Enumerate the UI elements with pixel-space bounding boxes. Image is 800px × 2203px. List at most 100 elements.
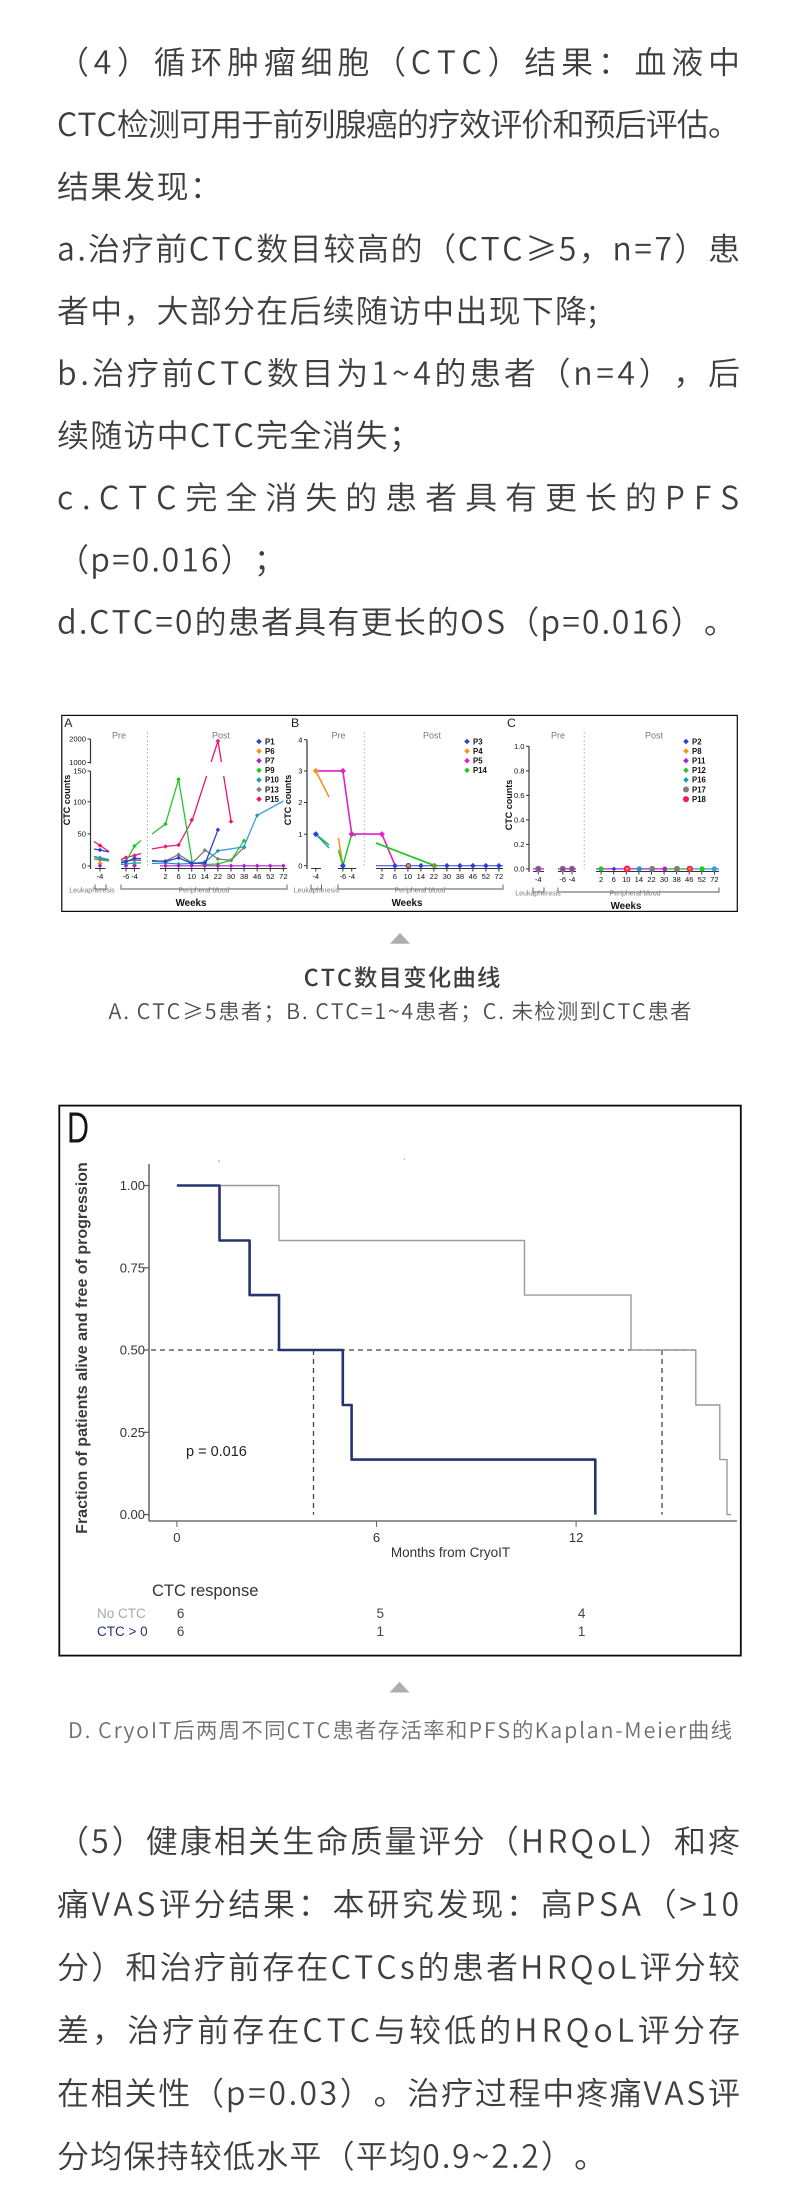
- svg-text:0.8: 0.8: [514, 767, 525, 776]
- svg-text:6: 6: [373, 1530, 380, 1545]
- svg-text:150: 150: [73, 767, 86, 776]
- svg-text:Leukapheresis: Leukapheresis: [294, 888, 340, 895]
- svg-text:P10: P10: [265, 776, 280, 785]
- svg-text:1000: 1000: [69, 758, 86, 767]
- svg-text:52: 52: [698, 875, 706, 884]
- svg-text:6: 6: [393, 872, 397, 881]
- svg-text:-4: -4: [131, 872, 138, 881]
- svg-text:6: 6: [177, 1606, 185, 1621]
- svg-text:P7: P7: [265, 757, 275, 766]
- svg-text:Peripheral blood: Peripheral blood: [395, 888, 446, 895]
- svg-text:0.25: 0.25: [120, 1425, 145, 1440]
- svg-text:3: 3: [298, 767, 302, 776]
- svg-text:38: 38: [240, 872, 248, 881]
- svg-text:38: 38: [672, 875, 680, 884]
- svg-text:P11: P11: [692, 757, 706, 766]
- svg-text:-4: -4: [312, 872, 319, 881]
- svg-text:P5: P5: [473, 757, 483, 766]
- svg-text:4: 4: [298, 735, 302, 744]
- svg-text:2: 2: [599, 875, 603, 884]
- svg-text:5: 5: [377, 1606, 385, 1621]
- svg-text:0: 0: [298, 861, 302, 870]
- svg-text:72: 72: [710, 875, 718, 884]
- svg-text:No CTC: No CTC: [97, 1606, 146, 1621]
- svg-text:CTC counts: CTC counts: [504, 780, 514, 831]
- svg-text:Fraction of patients alive and: Fraction of patients alive and free of p…: [74, 1162, 91, 1534]
- svg-text:52: 52: [266, 872, 274, 881]
- svg-text:Months from CryoIT: Months from CryoIT: [391, 1545, 510, 1560]
- svg-text:0.0: 0.0: [514, 865, 525, 874]
- svg-text:22: 22: [214, 872, 222, 881]
- svg-text:22: 22: [647, 875, 655, 884]
- svg-text:Post: Post: [212, 731, 231, 741]
- svg-text:6: 6: [176, 872, 180, 881]
- svg-text:P4: P4: [473, 747, 483, 756]
- svg-text:-6: -6: [340, 872, 347, 881]
- svg-text:P3: P3: [473, 737, 483, 746]
- svg-text:Pre: Pre: [331, 731, 345, 741]
- svg-text:P12: P12: [692, 766, 707, 775]
- svg-text:D: D: [67, 1103, 89, 1152]
- svg-text:P9: P9: [265, 766, 275, 775]
- svg-text:1.0: 1.0: [514, 742, 525, 751]
- svg-text:14: 14: [417, 872, 425, 881]
- svg-text:46: 46: [253, 872, 261, 881]
- svg-text:0.50: 0.50: [120, 1343, 145, 1358]
- svg-text:0: 0: [82, 862, 86, 871]
- svg-text:1: 1: [578, 1624, 586, 1639]
- svg-text:-4: -4: [97, 872, 104, 881]
- svg-text:14: 14: [201, 872, 209, 881]
- svg-text:-4: -4: [348, 872, 355, 881]
- svg-text:P15: P15: [265, 795, 280, 804]
- svg-text:CTC > 0: CTC > 0: [97, 1624, 148, 1639]
- svg-text:Weeks: Weeks: [611, 901, 642, 912]
- svg-text:A: A: [64, 716, 73, 730]
- svg-text:1: 1: [298, 830, 302, 839]
- svg-text:30: 30: [443, 872, 451, 881]
- svg-text:30: 30: [227, 872, 235, 881]
- svg-text:12: 12: [569, 1530, 583, 1545]
- svg-text:Leukapheresis: Leukapheresis: [515, 891, 561, 898]
- svg-text:P8: P8: [692, 747, 702, 756]
- svg-text:2: 2: [380, 872, 384, 881]
- svg-text:46: 46: [685, 875, 693, 884]
- svg-text:10: 10: [187, 872, 195, 881]
- svg-text:6: 6: [177, 1624, 185, 1639]
- svg-text:Peripheral blood: Peripheral blood: [179, 888, 230, 895]
- svg-text:72: 72: [279, 872, 287, 881]
- svg-text:2: 2: [298, 798, 302, 807]
- svg-text:B: B: [291, 716, 299, 730]
- svg-text:CTC counts: CTC counts: [62, 775, 72, 826]
- svg-text:Post: Post: [645, 731, 664, 741]
- svg-text:P2: P2: [692, 737, 702, 746]
- svg-text:Post: Post: [423, 731, 442, 741]
- svg-text:46: 46: [469, 872, 477, 881]
- svg-text:Pre: Pre: [551, 731, 565, 741]
- svg-text:': ': [218, 1159, 220, 1170]
- svg-text:50: 50: [78, 830, 86, 839]
- svg-text:P17: P17: [692, 785, 706, 794]
- svg-text:0.75: 0.75: [120, 1260, 145, 1275]
- svg-text:CTC response: CTC response: [152, 1582, 258, 1600]
- svg-text:-6: -6: [123, 872, 130, 881]
- svg-text:p = 0.016: p = 0.016: [186, 1444, 247, 1460]
- svg-text:Weeks: Weeks: [392, 898, 423, 909]
- svg-text:38: 38: [456, 872, 464, 881]
- svg-text:P18: P18: [692, 795, 707, 804]
- svg-text:-4: -4: [535, 875, 542, 884]
- svg-text:6: 6: [612, 875, 616, 884]
- svg-text:30: 30: [660, 875, 668, 884]
- svg-text:10: 10: [622, 875, 630, 884]
- svg-text:22: 22: [430, 872, 438, 881]
- svg-text:P1: P1: [265, 737, 275, 746]
- svg-text:P14: P14: [473, 766, 488, 775]
- svg-text:Leukapheresis: Leukapheresis: [69, 888, 115, 895]
- svg-text:P6: P6: [265, 747, 275, 756]
- svg-text:72: 72: [495, 872, 503, 881]
- svg-text:100: 100: [73, 797, 86, 806]
- svg-text:2000: 2000: [69, 735, 86, 744]
- svg-text:0.00: 0.00: [120, 1507, 145, 1522]
- svg-text:2: 2: [163, 872, 167, 881]
- svg-text:Pre: Pre: [112, 731, 126, 741]
- svg-text:Peripheral blood: Peripheral blood: [610, 891, 661, 898]
